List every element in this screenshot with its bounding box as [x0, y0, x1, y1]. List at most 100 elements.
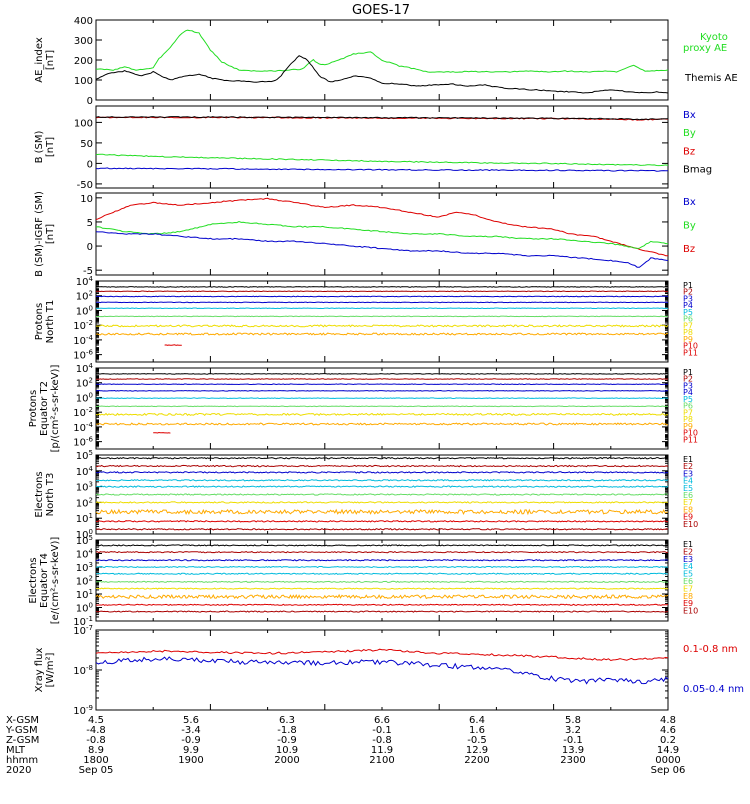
- x-row-value: 6.3: [279, 715, 295, 726]
- series-line-p4: [95, 301, 669, 304]
- x-row-value: 13.9: [562, 745, 584, 756]
- series-line-p6: [95, 405, 669, 408]
- x-row-value: 5.6: [183, 715, 199, 726]
- y-axis-label: Electrons North T3: [34, 471, 56, 517]
- series-line-e4: [95, 565, 669, 569]
- series-line-p2: [95, 378, 669, 380]
- y-axis-label-line: [W/m²]: [45, 652, 56, 687]
- y-axis-label-line: Protons: [34, 303, 45, 340]
- legend-item-e4: E4: [683, 562, 693, 571]
- series-line-e9: [95, 520, 669, 523]
- y-tick-label: 101: [76, 512, 93, 525]
- series-line-e10: [95, 527, 669, 531]
- y-tick-label: 100: [76, 304, 93, 317]
- series-line-e5: [96, 572, 669, 575]
- y-axis-label-line: B (SM): [34, 130, 45, 163]
- series-line-e1: [95, 456, 669, 460]
- y-tick-label: 10-7: [73, 624, 93, 637]
- y-axis-label-line: B (SM)-IGRF (SM): [34, 191, 45, 277]
- series-line-p1: [95, 373, 669, 375]
- legend-item-e8: E8: [683, 592, 693, 601]
- x-row-value: 5.8: [565, 715, 581, 726]
- series-line-p5: [95, 307, 669, 310]
- y-tick-label: 104: [76, 275, 94, 288]
- x-row-value: -0.5: [467, 735, 487, 746]
- y-tick-label: 105: [76, 534, 93, 547]
- y-tick-label: 100: [76, 528, 93, 541]
- y-tick-label: 0: [87, 159, 93, 170]
- series-line-bx: [95, 231, 669, 268]
- legend-item-e1: E1: [683, 540, 693, 549]
- series-line-e2: [95, 464, 669, 468]
- series-line-e4: [96, 479, 669, 482]
- y-axis-label: B (SM) [nT]: [34, 130, 56, 163]
- series-line-e2: [95, 550, 669, 554]
- y-tick-label: 5: [87, 218, 93, 229]
- y-axis-label-line: AE_index: [34, 37, 45, 83]
- x-row-value: 2100: [369, 755, 394, 766]
- y-tick-label: 10-9: [73, 704, 93, 717]
- x-row-value: 9.9: [183, 745, 199, 756]
- y-tick-label: 102: [76, 575, 93, 588]
- x-row-label: Z-GSM: [6, 735, 39, 746]
- y-axis-label-line: Protons: [28, 390, 39, 427]
- legend-item-e2: E2: [683, 547, 693, 556]
- panel-frame: [95, 629, 669, 711]
- y-axis-label-line: Electrons: [34, 471, 45, 517]
- y-axis-label-line: [nT]: [45, 50, 56, 70]
- y-axis-label: Protons Equator T2 [p/(cm²-s-sr-keV)]: [28, 365, 61, 453]
- legend-xray-short: 0.05-0.4 nm: [683, 684, 744, 695]
- series-line-p4: [95, 389, 669, 392]
- x-row-value: -0.9: [277, 735, 297, 746]
- y-tick-label: 104: [76, 362, 94, 375]
- y-tick-label: 200: [74, 56, 93, 67]
- legend-item-p7: P7: [683, 321, 693, 330]
- legend-item-e7: E7: [683, 498, 693, 507]
- x-row-value: 11.9: [371, 745, 393, 756]
- panel-frame: [95, 367, 669, 450]
- legend-item-by: By: [683, 220, 696, 231]
- legend-item-bx: Bx: [683, 110, 696, 121]
- series-line-bmag: [95, 116, 669, 121]
- y-axis-label-line: Equator T4: [39, 553, 50, 608]
- x-row-value: 1.6: [469, 725, 485, 736]
- x-row-value: 1900: [178, 755, 203, 766]
- y-axis-label-line: [nT]: [45, 224, 56, 244]
- chart-title: GOES-17: [352, 3, 410, 18]
- x-row-value: -0.1: [563, 735, 583, 746]
- x-row-value: 0000: [655, 755, 680, 766]
- y-tick-label: 300: [74, 36, 93, 47]
- x-row-value: 0.2: [660, 735, 676, 746]
- x-row-value: Sep 05: [79, 765, 114, 776]
- y-tick-label: 10-4: [73, 334, 93, 347]
- y-axis-label-line: [nT]: [45, 137, 56, 157]
- panel-frame: [95, 280, 669, 363]
- series-line-p6: [95, 315, 669, 318]
- legend-item-p10: P10: [683, 342, 698, 351]
- y-tick-label: 104: [76, 465, 94, 478]
- x-row-value: 4.5: [88, 715, 104, 726]
- series-line-p10: [153, 431, 171, 434]
- series-line-e6: [95, 580, 669, 583]
- y-axis-label: Xray flux [W/m²]: [34, 648, 56, 693]
- legend-item-p9: P9: [683, 335, 693, 344]
- legend-item-p3: P3: [683, 381, 693, 390]
- series-line-p8: [95, 422, 668, 426]
- series-line-e6: [95, 493, 669, 496]
- panel-elec_e: Electrons Equator T4 [e/(cm²-s-sr-keV)] E1E…: [28, 537, 698, 625]
- legend-item-p4: P4: [683, 388, 693, 397]
- x-row-value: 6.4: [469, 715, 485, 726]
- series-line-p7: [95, 412, 669, 417]
- y-axis-label-line: Equator T2: [39, 381, 50, 436]
- legend-item-p7: P7: [683, 408, 693, 417]
- series-line-by: [95, 153, 669, 167]
- y-tick-label: 400: [74, 16, 93, 27]
- series-line-bz: [95, 197, 668, 257]
- series-line-p3: [95, 383, 669, 386]
- x-row-label: hhmm: [6, 755, 38, 766]
- x-row-value: 4.8: [660, 715, 676, 726]
- legend-item-p8: P8: [683, 328, 693, 337]
- legend-item-bz: Bz: [683, 244, 695, 255]
- y-axis-label-line: Electrons: [28, 557, 39, 603]
